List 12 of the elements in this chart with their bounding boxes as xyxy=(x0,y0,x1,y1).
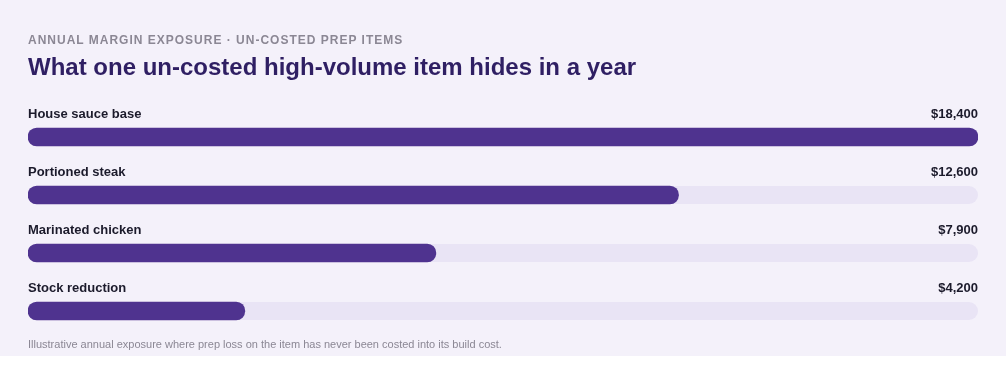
text: Illustrative annual exposure where prep loss on the item has never been costed into its build cost. xyxy=(28,338,502,350)
bar xyxy=(28,301,246,321)
y-tick-label: Portioned steak xyxy=(28,164,127,179)
chart-subtitle: ANNUAL MARGIN EXPOSURE · UN-COSTED PREP ITEMS xyxy=(28,33,404,47)
y-tick-label: Marinated chicken xyxy=(28,222,142,237)
chart-title: What one un-costed high-volume item hides in a year xyxy=(28,53,637,81)
y-tick-label: Stock reduction xyxy=(28,280,127,295)
data-label: $7,900 xyxy=(938,222,978,237)
data-label: $18,400 xyxy=(931,106,978,121)
data-label: $12,600 xyxy=(931,164,978,179)
y-tick-label: House sauce base xyxy=(28,106,142,121)
data-label: $4,200 xyxy=(938,280,978,295)
